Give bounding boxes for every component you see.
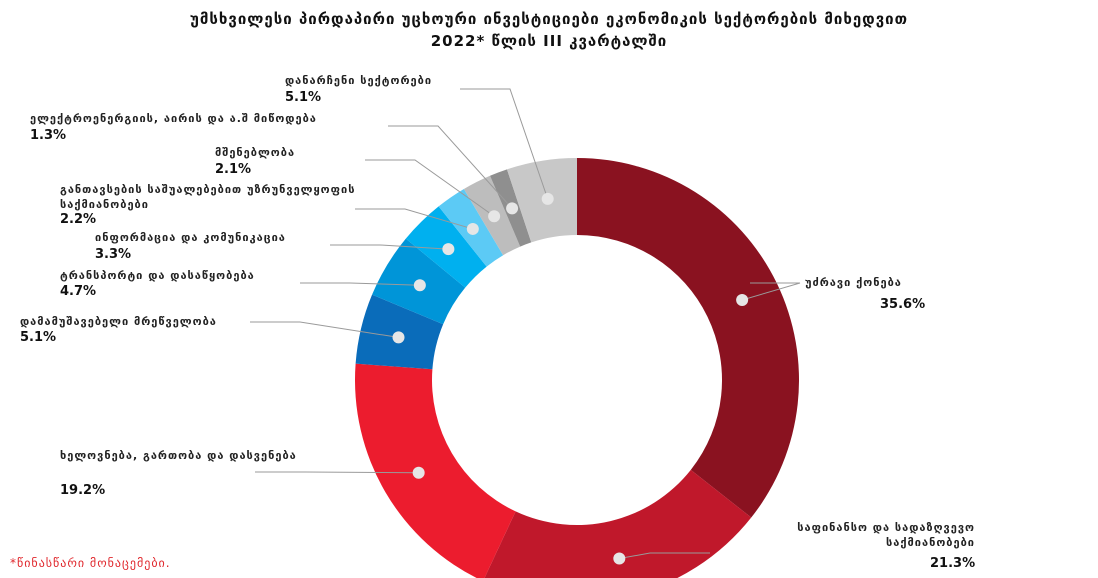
leader-dot [392, 331, 405, 344]
slice-label: ხელოვნება, გართობა და დასვენება [60, 449, 297, 462]
slice-label: დანარჩენი სექტორები [285, 74, 433, 87]
chart-title: უმსხვილესი პირდაპირი უცხოური ინვესტიციებ… [189, 10, 909, 28]
slice-value: 5.1% [285, 90, 322, 105]
slice-label: უძრავი ქონება [805, 276, 902, 289]
leader-dot [613, 552, 626, 565]
slice-label: ტრანსპორტი და დასაწყობება [60, 269, 255, 282]
leader-line [355, 208, 473, 230]
leader-dot [412, 466, 425, 479]
leader-dot [506, 202, 519, 215]
leader-dot [736, 293, 749, 306]
leader-dot [442, 243, 455, 256]
chart-subtitle: 2022* წლის III კვარტალში [430, 32, 668, 50]
slice-value: 21.3% [930, 556, 976, 571]
leader-line [619, 552, 710, 560]
leader-line [300, 282, 420, 286]
donut-slice [355, 363, 516, 578]
leader-dot [488, 210, 501, 223]
slice-label: ელექტროენერგიის, აირის და ა.შ მიწოდება [30, 112, 317, 125]
slice-value: 3.3% [95, 247, 132, 262]
slice-label: განთავსების საშუალებებით უზრუნველყოფის ს… [60, 183, 356, 211]
slice-label: ინფორმაცია და კომუნიკაცია [95, 231, 286, 244]
slice-value: 2.1% [215, 162, 252, 177]
leader-dot [466, 222, 479, 235]
leader-dot [413, 279, 426, 292]
leader-dot [541, 192, 554, 205]
slice-value: 35.6% [880, 297, 926, 312]
slice-value: 2.2% [60, 212, 97, 227]
leader-line [255, 471, 419, 474]
donut-slice [484, 469, 752, 578]
leader-line [741, 282, 801, 301]
slice-label: დამამუშავებელი მრეწველობა [20, 315, 217, 328]
slice-label: საფინანსო და სადაზღვევო საქმიანობები [797, 521, 975, 549]
leader-line [250, 321, 399, 338]
slice-value: 1.3% [30, 128, 67, 143]
leader-line [330, 244, 449, 250]
leader-line [388, 125, 513, 209]
slice-value: 5.1% [20, 330, 57, 345]
donut-slice [577, 158, 800, 518]
slice-label: მშენებლობა [215, 146, 296, 159]
leader-line [365, 159, 495, 217]
slice-value: 19.2% [60, 483, 106, 498]
slice-value: 4.7% [60, 284, 97, 299]
leader-line [460, 88, 549, 200]
footnote: *წინასწარი მონაცემები. [10, 556, 171, 570]
